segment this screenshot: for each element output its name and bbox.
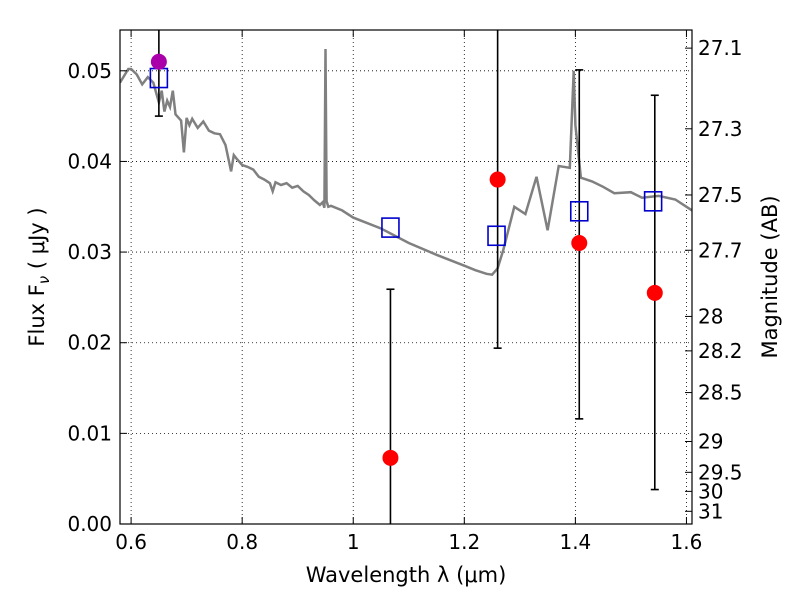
y2-tick-label: 28.2: [698, 339, 743, 363]
x-tick-label: 1: [347, 530, 360, 554]
x-tick-label: 0.8: [226, 530, 258, 554]
y2-tick-label: 29.5: [698, 460, 743, 484]
right-axis-title: Magnitude (AB): [758, 195, 782, 358]
x-axis-title: Wavelength λ (μm): [306, 563, 507, 587]
y-tick-label: 0.03: [67, 240, 112, 264]
y2-tick-label: 30: [698, 479, 723, 503]
y2-tick-label: 31: [698, 499, 723, 523]
y-axis-title: Flux Fν ( μJy ): [25, 207, 53, 346]
x-tick-label: 1.6: [671, 530, 703, 554]
y2-tick-label: 28: [698, 304, 723, 328]
y-tick-label: 0.02: [67, 331, 112, 355]
square-marker: [381, 217, 400, 238]
x-tick-label: 1.2: [448, 530, 480, 554]
y-tick-label: 0.04: [67, 149, 112, 173]
error-bars: [154, 30, 659, 524]
y2-tick-label: 27.5: [698, 183, 743, 207]
y-tick-label: 0.00: [67, 512, 112, 536]
data-markers: [149, 53, 663, 466]
y2-tick-label: 27.3: [698, 117, 743, 141]
circle-marker: [150, 53, 167, 70]
y-axis-title-sub: ν: [35, 276, 53, 284]
circle-marker: [571, 235, 588, 252]
circle-marker: [382, 449, 399, 466]
grid-lines: [120, 30, 692, 525]
x-tick-label: 0.6: [115, 530, 147, 554]
square-marker: [643, 191, 663, 212]
y2-tick-label: 27.1: [698, 36, 743, 60]
x-tick-label: 1.4: [559, 530, 591, 554]
model-spectrum: [120, 48, 692, 277]
y2-tick-label: 29: [698, 430, 723, 454]
plot-frame: [119, 29, 693, 525]
y-axis-title-unit: ( μJy ): [25, 207, 49, 275]
y-tick-label: 0.01: [67, 421, 112, 445]
y2-tick-label: 27.7: [698, 238, 743, 262]
square-marker: [569, 200, 589, 222]
spectrum-line: [120, 48, 692, 277]
tick-labels: 0.6 0.8 1 1.2 1.4 1.6 0.00 0.01 0.02 0.03 0.04 0.05…: [67, 36, 742, 554]
circle-marker: [646, 284, 663, 301]
circle-marker: [489, 171, 506, 188]
y2-tick-label: 28.5: [698, 381, 743, 405]
axes: [119, 29, 693, 525]
square-marker: [487, 225, 506, 247]
y-tick-label: 0.05: [67, 59, 112, 83]
y-axis-title-main: Flux F: [25, 284, 49, 346]
